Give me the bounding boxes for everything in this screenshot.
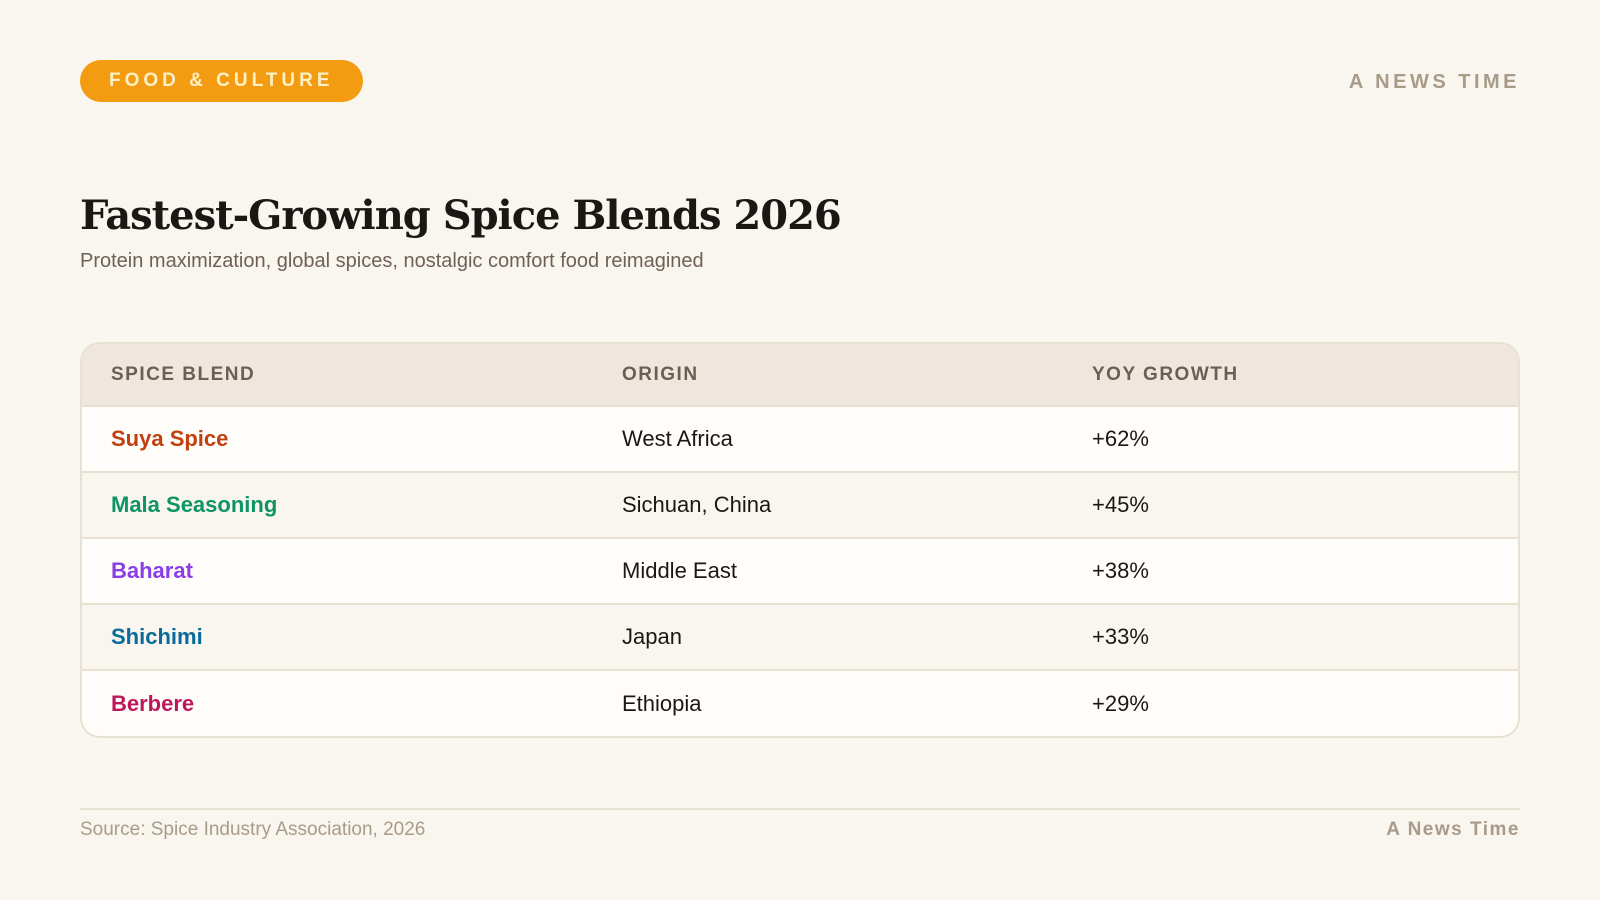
column-header-spice-blend: SPICE BLEND	[82, 344, 593, 407]
source-credit: Source: Spice Industry Association, 2026	[80, 819, 426, 840]
origin-cell: Ethiopia	[622, 690, 702, 716]
category-badge: FOOD & CULTURE	[80, 60, 363, 102]
table-row: Shichimi Japan +33%	[82, 604, 1518, 671]
growth-cell: +33%	[1063, 604, 1518, 671]
spice-blend-name: Suya Spice	[82, 406, 593, 473]
footer-divider	[80, 808, 1520, 810]
spice-blend-name: Shichimi	[82, 604, 593, 671]
table-row: Suya Spice West Africa +62%	[82, 406, 1518, 473]
table-header-row: SPICE BLEND ORIGIN YOY GROWTH	[82, 344, 1518, 407]
origin-cell: Middle East	[593, 538, 1063, 605]
growth-cell: +45%	[1063, 472, 1518, 539]
table-row: Berbere Ethiopia +29%	[82, 670, 1518, 736]
page-title: Fastest-Growing Spice Blends 2026	[80, 192, 842, 239]
table-row: Baharat Middle East +38%	[82, 538, 1518, 605]
origin-cell: Sichuan, China	[593, 472, 1063, 539]
brand-logo: A NEWS TIME	[1348, 71, 1520, 93]
growth-cell: +29%	[1092, 690, 1149, 716]
spice-blend-name: Berbere	[111, 690, 195, 716]
table-row: Mala Seasoning Sichuan, China +45%	[82, 472, 1518, 539]
column-header-origin: ORIGIN	[593, 344, 1063, 407]
growth-cell: +38%	[1063, 538, 1518, 605]
footer-brand: A News Time	[1386, 819, 1520, 840]
page-subtitle: Protein maximization, global spices, nos…	[80, 250, 704, 272]
spice-blend-name: Baharat	[82, 538, 593, 605]
spice-table: SPICE BLEND ORIGIN YOY GROWTH Suya Spice…	[80, 342, 1520, 738]
growth-cell: +62%	[1063, 406, 1518, 473]
spice-blend-name: Mala Seasoning	[82, 472, 593, 539]
origin-cell: Japan	[593, 604, 1063, 671]
origin-cell: West Africa	[593, 406, 1063, 473]
column-header-yoy-growth: YOY GROWTH	[1063, 344, 1518, 407]
